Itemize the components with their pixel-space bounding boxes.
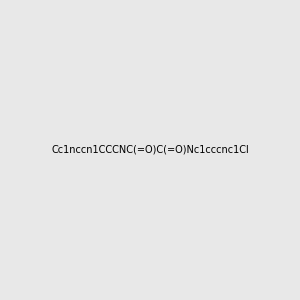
Text: Cc1nccn1CCCNC(=O)C(=O)Nc1cccnc1Cl: Cc1nccn1CCCNC(=O)C(=O)Nc1cccnc1Cl [51,145,249,155]
